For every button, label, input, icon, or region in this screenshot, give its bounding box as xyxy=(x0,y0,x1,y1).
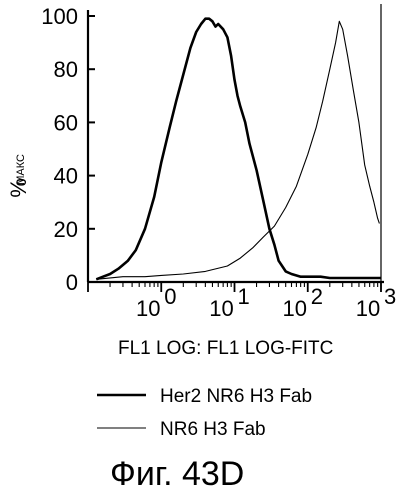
y-axis-sublabel: МАКС xyxy=(15,154,27,185)
x-tick-exponent: 1 xyxy=(238,284,250,309)
series-line-0 xyxy=(96,19,381,280)
x-tick-group: 100101102103 xyxy=(88,282,396,321)
x-tick-exponent: 2 xyxy=(311,284,323,309)
x-tick-label: 10 xyxy=(356,296,380,321)
figure-caption: Фиг. 43D xyxy=(110,455,244,493)
y-tick-label: 100 xyxy=(41,4,78,29)
y-tick-label: 80 xyxy=(54,57,78,82)
series-layer xyxy=(96,19,381,280)
x-axis-label: FL1 LOG: FL1 LOG-FITC xyxy=(118,338,333,359)
x-tick-exponent: 3 xyxy=(384,284,396,309)
x-tick-label: 10 xyxy=(209,296,233,321)
y-tick-label: 0 xyxy=(66,270,78,295)
y-tick-label: 60 xyxy=(54,110,78,135)
plot-area: 020406080100 100101102103 xyxy=(41,4,396,321)
x-tick-label: 10 xyxy=(136,296,160,321)
y-tick-label: 40 xyxy=(54,164,78,189)
legend: Her2 NR6 H3 Fab NR6 H3 Fab xyxy=(97,386,312,440)
y-tick-label: 20 xyxy=(54,217,78,242)
x-tick-label: 10 xyxy=(283,296,307,321)
x-tick-exponent: 0 xyxy=(164,284,176,309)
legend-label-series-0: Her2 NR6 H3 Fab xyxy=(160,386,312,407)
y-axis-title: % МАКС xyxy=(6,154,31,198)
legend-label-series-1: NR6 H3 Fab xyxy=(160,419,266,440)
